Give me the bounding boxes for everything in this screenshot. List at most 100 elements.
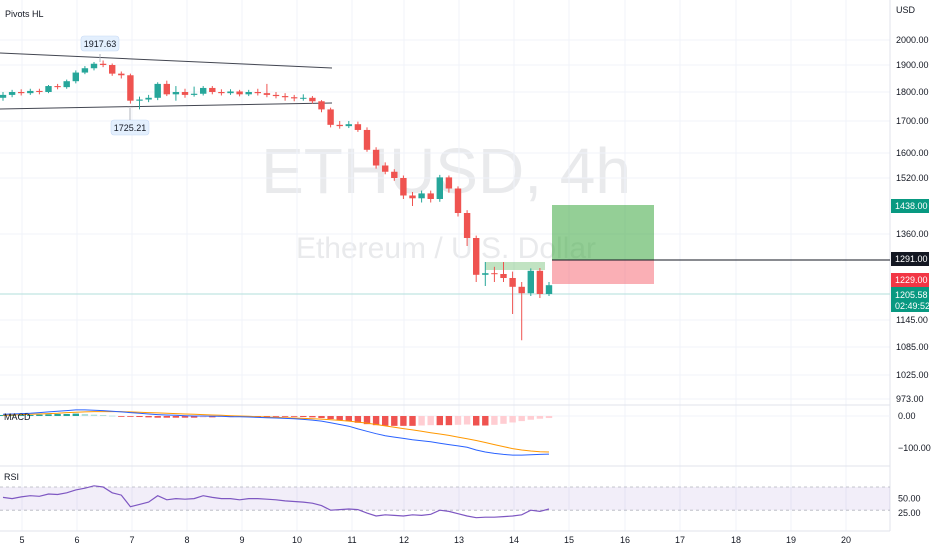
price-tick-label: 1360.00 — [896, 229, 929, 239]
candle — [236, 89, 243, 97]
macd-histogram-bar — [454, 416, 462, 425]
candle — [0, 92, 7, 101]
time-tick-label: 5 — [19, 535, 24, 545]
time-tick-label: 18 — [731, 535, 741, 545]
macd-histogram-bar — [536, 416, 544, 419]
candle — [227, 89, 234, 95]
price-tick-label: 973.00 — [896, 394, 924, 404]
rsi-pane: 50.00 25.00 — [0, 485, 921, 519]
price-tick-label: 1520.00 — [896, 173, 929, 183]
candle — [190, 86, 198, 97]
macd-histogram-bar — [418, 416, 425, 426]
candle — [309, 96, 316, 104]
price-axis-label: 1205.58 — [895, 290, 928, 300]
macd-histogram-bar — [518, 416, 525, 422]
candle — [218, 89, 225, 96]
macd-histogram-bar — [318, 416, 325, 419]
macd-histogram-bar — [382, 416, 389, 426]
candle — [272, 92, 280, 99]
candle — [27, 88, 34, 95]
macd-histogram-bar — [473, 416, 480, 426]
candle — [200, 86, 207, 96]
macd-histogram-bar — [54, 413, 61, 416]
macd-histogram-bar — [336, 416, 343, 421]
candle — [127, 73, 134, 104]
watermark-symbol: ETHUSD, 4h — [261, 135, 631, 207]
macd-histogram-bar — [200, 416, 207, 418]
macd-tick-label: 0.00 — [898, 411, 916, 421]
rsi-line — [2, 485, 550, 519]
macd-histogram-bar — [363, 416, 371, 425]
candle — [518, 282, 525, 341]
macd-histogram-bar — [99, 414, 107, 416]
candle — [400, 175, 407, 199]
macd-histogram-bar — [118, 416, 125, 417]
time-tick-label: 13 — [454, 535, 464, 545]
macd-histogram-bar — [27, 414, 34, 416]
candle — [536, 268, 544, 298]
price-tick-label: 1800.00 — [896, 87, 929, 97]
entry-zone — [485, 262, 545, 270]
macd-histogram-bar — [309, 416, 316, 418]
candle — [291, 94, 298, 102]
candle — [482, 262, 489, 286]
price-axis-badge — [891, 199, 929, 213]
candle — [72, 70, 79, 84]
pivot-label[interactable]: 1917.63 — [80, 35, 120, 52]
macd-histogram-bar — [263, 416, 271, 417]
time-tick-label: 20 — [841, 535, 851, 545]
macd-histogram-bar — [491, 416, 498, 425]
indicator-title: Pivots HL — [5, 9, 44, 19]
candle — [36, 88, 43, 95]
macd-histogram-bar — [482, 416, 489, 426]
macd-histogram-bar — [163, 416, 170, 418]
candle — [45, 84, 52, 94]
stop-zone[interactable] — [552, 260, 654, 284]
macd-histogram-bar — [391, 416, 398, 426]
macd-histogram-bar — [545, 416, 553, 419]
macd-histogram-bar — [172, 416, 180, 418]
target-zone[interactable] — [552, 205, 654, 260]
upper-trend-line[interactable] — [0, 52, 333, 69]
time-tick-label: 8 — [184, 535, 189, 545]
macd-histogram-bar — [127, 416, 134, 417]
macd-histogram-bar — [436, 416, 443, 426]
macd-histogram-bar — [272, 416, 280, 417]
candle — [63, 79, 70, 89]
candle — [391, 169, 398, 181]
rsi-title: RSI — [4, 472, 19, 482]
price-axis-badge — [891, 273, 929, 287]
candle — [454, 186, 462, 217]
macd-histogram-bar — [72, 413, 79, 416]
candle — [54, 83, 61, 90]
time-tick-label: 10 — [292, 535, 302, 545]
svg-text:1725.21: 1725.21 — [114, 123, 147, 133]
pivot-labels: 1917.63 1725.21 — [80, 35, 150, 136]
macd-histogram-bar — [509, 416, 516, 423]
macd-signal-line — [2, 411, 550, 453]
price-axis: 2000.00 1900.00 1800.00 1700.00 1600.00 1520.… — [896, 35, 929, 404]
macd-histogram-bar — [427, 416, 434, 426]
pivot-label[interactable]: 1725.21 — [110, 119, 150, 136]
candle — [436, 174, 443, 202]
price-tick-label: 1600.00 — [896, 148, 929, 158]
candle — [145, 94, 152, 103]
long-position-tool[interactable] — [552, 205, 890, 284]
candle — [154, 82, 161, 101]
candle — [90, 62, 98, 71]
candle — [345, 121, 352, 129]
price-tick-label: 1145.00 — [896, 315, 928, 325]
price-axis-label: 1229.00 — [895, 275, 928, 285]
rsi-tick-label: 50.00 — [898, 494, 921, 504]
candle — [372, 147, 380, 169]
macd-tick-label: −100.00 — [898, 443, 931, 453]
time-tick-label: 17 — [675, 535, 685, 545]
candle — [491, 266, 498, 282]
candle — [8, 89, 16, 98]
candle — [473, 235, 480, 282]
macd-histogram-bar — [281, 416, 289, 417]
macd-histogram-bar — [463, 416, 471, 425]
price-axis-label: 1438.00 — [895, 201, 928, 211]
lower-trend-line[interactable] — [0, 102, 333, 110]
